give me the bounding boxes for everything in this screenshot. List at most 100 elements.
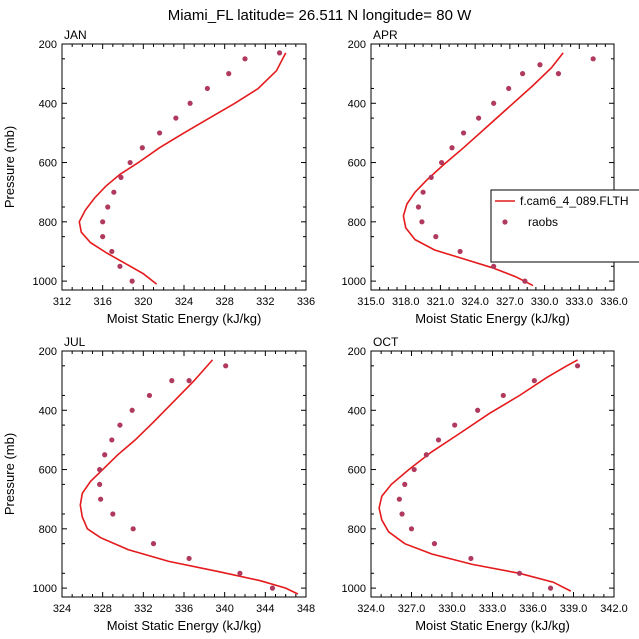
panel-jul: JUL 324 328 332 336 340 344 348 200 400 600 800 1000… <box>2 335 315 633</box>
x-tick-label: 318.0 <box>392 296 420 308</box>
x-tick-label: 333.0 <box>566 296 594 308</box>
x-tick-label: 320 <box>134 296 152 308</box>
obs-point <box>102 452 108 458</box>
x-axis-label: Moist Static Energy (kJ/kg) <box>107 618 262 633</box>
obs-point <box>109 248 115 255</box>
obs-point <box>431 541 438 547</box>
x-tick-label: 340 <box>215 603 233 615</box>
y-tick-label: 400 <box>39 98 57 110</box>
panel-jan: JAN 312 316 320 324 328 332 336 200 400 600 800 1000… <box>2 28 315 326</box>
x-tick-label: 324.0 <box>357 603 385 615</box>
x-tick-label: 336 <box>175 603 193 615</box>
plot-frame <box>61 43 307 291</box>
obs-point <box>98 496 104 502</box>
obs-point <box>130 526 136 532</box>
x-tick-label: 330.0 <box>438 603 466 615</box>
x-tick-label: 324.0 <box>461 296 489 308</box>
obs-point <box>402 481 408 487</box>
x-tick-label: 336.0 <box>600 296 628 308</box>
y-tick-label: 600 <box>39 158 57 170</box>
obs-point <box>173 115 179 121</box>
x-tick-label: 344 <box>256 603 274 615</box>
y-tick-label: 800 <box>348 217 366 229</box>
obs-point <box>435 437 442 443</box>
obs-point <box>500 392 506 399</box>
obs-point <box>396 496 402 502</box>
obs-point <box>408 526 415 532</box>
obs-point <box>423 452 429 458</box>
obs-point <box>223 363 229 369</box>
figure-title: Miami_FL latitude= 26.511 N longitude= 8… <box>168 7 472 24</box>
x-tick-label: 321.0 <box>427 296 455 308</box>
y-tick-label: 600 <box>39 465 57 477</box>
obs-point <box>476 115 482 121</box>
obs-point <box>574 363 581 369</box>
x-tick-label: 328 <box>93 603 111 615</box>
obs-point <box>491 100 497 106</box>
x-tick-label: 332 <box>134 603 152 615</box>
obs-point <box>276 50 283 56</box>
obs-point <box>269 585 276 591</box>
y-axis-label: Pressure (mb) <box>2 433 17 515</box>
obs-point <box>415 204 422 210</box>
obs-point <box>419 219 425 225</box>
y-tick-label: 200 <box>39 39 57 51</box>
obs-point <box>100 219 106 225</box>
plot-frame <box>370 350 615 598</box>
y-tick-label: 200 <box>39 346 57 358</box>
obs-point <box>516 570 523 576</box>
x-tick-label: 315.0 <box>357 296 385 308</box>
obs-point <box>237 570 243 576</box>
x-axis-label: Moist Static Energy (kJ/kg) <box>415 618 570 633</box>
obs-point <box>522 278 528 284</box>
y-tick-label: 1000 <box>33 583 57 595</box>
obs-point <box>491 263 497 269</box>
x-tick-label: 312 <box>53 296 71 308</box>
obs-point <box>242 56 248 62</box>
obs-point <box>118 174 124 180</box>
panel-oct: OCT 324.0 327.0 330.0 333.0 336.0 339.0 342.0 20… <box>342 335 628 633</box>
y-tick-label: 800 <box>39 217 57 229</box>
x-tick-label: 330.0 <box>531 296 559 308</box>
obs-point <box>506 85 512 92</box>
y-axis-label: Pressure (mb) <box>2 126 17 208</box>
legend-marker-swatch <box>502 219 508 225</box>
panel-label: APR <box>373 28 398 42</box>
y-tick-label: 600 <box>348 465 366 477</box>
obs-point <box>139 145 145 151</box>
x-tick-label: 316 <box>93 296 111 308</box>
obs-point <box>129 407 135 413</box>
obs-point <box>157 130 163 136</box>
obs-point <box>169 378 175 384</box>
obs-point <box>460 130 467 136</box>
obs-point <box>187 100 193 106</box>
series-line-model <box>402 52 564 287</box>
x-tick-label: 332 <box>256 296 274 308</box>
panel-label: JUL <box>64 335 86 349</box>
obs-point <box>117 263 123 269</box>
x-tick-label: 348 <box>297 603 315 615</box>
obs-point <box>420 189 426 195</box>
x-tick-label: 339.0 <box>560 603 588 615</box>
obs-point <box>109 437 115 443</box>
x-tick-label: 328 <box>215 296 233 308</box>
obs-point <box>226 71 232 77</box>
panel-apr: APR 315.0 318.0 321.0 324.0 327.0 330.0 333.0 33… <box>342 28 628 326</box>
y-tick-label: 800 <box>39 524 57 536</box>
obs-point <box>97 481 103 487</box>
legend-entry-model: f.cam6_4_089.FLTH <box>520 194 629 208</box>
obs-point <box>111 189 117 195</box>
y-tick-label: 1000 <box>33 276 57 288</box>
obs-point <box>547 585 554 591</box>
obs-point <box>457 248 463 255</box>
x-tick-label: 324 <box>53 603 71 615</box>
obs-point <box>110 511 116 517</box>
y-tick-label: 400 <box>348 98 366 110</box>
obs-point <box>452 422 458 428</box>
obs-point <box>449 145 455 151</box>
y-tick-label: 400 <box>39 405 57 417</box>
y-tick-label: 400 <box>348 405 366 417</box>
x-tick-label: 324 <box>175 296 193 308</box>
y-tick-label: 1000 <box>342 276 366 288</box>
